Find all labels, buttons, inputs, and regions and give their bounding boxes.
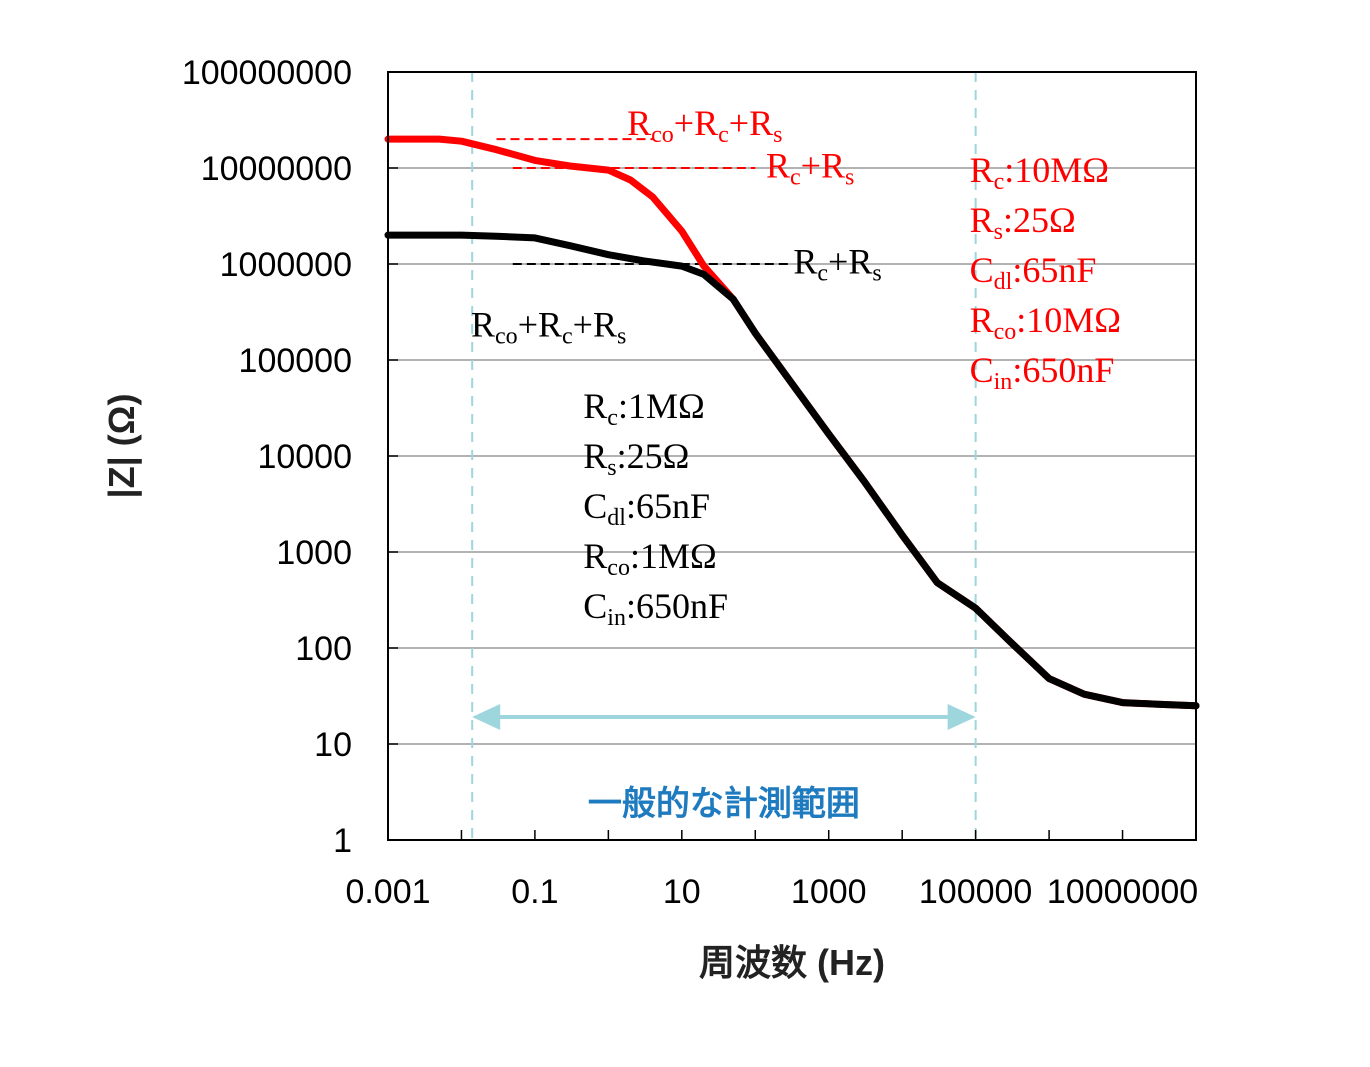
- text-part: R: [970, 200, 994, 240]
- text-part: R: [583, 386, 607, 426]
- text-part: :65nF: [626, 486, 710, 526]
- subscript: co: [495, 324, 518, 350]
- text-part: +R: [573, 305, 617, 345]
- x-tick-label: 1000: [791, 873, 867, 911]
- text-part: R: [970, 150, 994, 190]
- text-part: R: [793, 241, 817, 281]
- subscript: c: [718, 122, 729, 148]
- y-tick-label: 10: [314, 726, 352, 764]
- subscript: co: [994, 319, 1017, 345]
- subscript: in: [994, 369, 1013, 395]
- text-part: +R: [801, 145, 845, 185]
- text-part: R: [627, 103, 651, 143]
- parameter-line: Cdl:65nF: [970, 250, 1097, 295]
- y-tick-label: 1000: [276, 534, 352, 572]
- text-part: R: [970, 300, 994, 340]
- text-part: +R: [674, 103, 718, 143]
- text-part: :65nF: [1012, 250, 1096, 290]
- parameter-line: Cdl:65nF: [583, 486, 710, 531]
- subscript: in: [607, 605, 626, 631]
- range-arrow-head-right: [947, 704, 976, 730]
- y-tick-label: 100000: [239, 342, 352, 380]
- x-tick-label: 10000000: [1047, 873, 1198, 911]
- parameter-line: Cin:650nF: [970, 350, 1115, 395]
- x-tick-label: 10: [663, 873, 701, 911]
- y-tick-label: 100000000: [182, 54, 352, 92]
- series-layer: [384, 135, 1200, 710]
- text-part: C: [583, 586, 607, 626]
- text-part: C: [583, 486, 607, 526]
- subscript: co: [607, 555, 630, 581]
- measurement-range: 一般的な計測範囲: [471, 72, 977, 840]
- grid-layer: [388, 167, 1196, 745]
- parameter-line: Cin:650nF: [583, 586, 728, 631]
- y-tick-label: 10000000: [201, 150, 352, 188]
- parameter-line: Rs:25Ω: [583, 436, 689, 481]
- x-tick-label: 0.001: [345, 873, 430, 911]
- annotation-black-rco-rc-rs: Rco+Rc+Rs: [471, 305, 626, 350]
- subscript: dl: [607, 505, 626, 531]
- text-part: :1MΩ: [630, 536, 717, 576]
- parameter-line: Rco:1MΩ: [583, 536, 716, 581]
- annotation-red-rco-rc-rs: Rco+Rc+Rs: [627, 103, 782, 148]
- text-part: C: [970, 350, 994, 390]
- range-arrow-head-left: [472, 704, 501, 730]
- text-part: +R: [828, 241, 872, 281]
- y-tick-label: 100: [295, 630, 352, 668]
- subscript: c: [790, 164, 801, 190]
- text-part: R: [583, 536, 607, 576]
- x-axis-title: 周波数 (Hz): [699, 942, 885, 983]
- subscript: s: [617, 324, 626, 350]
- subscript: s: [773, 122, 782, 148]
- ticks: 1 10 100 1000 10000 100000 1000000 10000000 1000…: [182, 54, 1198, 911]
- annotations: Rco+Rc+RsRc+RsRc+RsRco+Rc+RsRc:10MΩRs:25…: [471, 103, 1121, 631]
- y-axis-title: |Z| (Ω): [101, 394, 143, 499]
- subscript: co: [651, 122, 674, 148]
- subscript: s: [994, 219, 1003, 245]
- parameter-line: Rs:25Ω: [970, 200, 1076, 245]
- text-part: :650nF: [626, 586, 728, 626]
- x-tick-label: 100000: [919, 873, 1032, 911]
- parameter-line: Rc:10MΩ: [970, 150, 1109, 195]
- x-tick-label: 0.1: [511, 873, 558, 911]
- subscript: dl: [994, 269, 1013, 295]
- y-tick-label: 1: [333, 822, 352, 860]
- text-part: R: [471, 305, 495, 345]
- text-part: R: [766, 145, 790, 185]
- subscript: c: [562, 324, 573, 350]
- subscript: c: [994, 169, 1005, 195]
- subscript: c: [607, 405, 618, 431]
- text-part: :25Ω: [1003, 200, 1076, 240]
- subscript: s: [607, 455, 616, 481]
- text-part: +R: [518, 305, 562, 345]
- series-line: [384, 231, 1200, 710]
- text-part: :10MΩ: [1004, 150, 1109, 190]
- annotation-red-rc-rs: Rc+Rs: [766, 145, 854, 190]
- parameter-line: Rco:10MΩ: [970, 300, 1121, 345]
- annotation-black-rc-rs: Rc+Rs: [793, 241, 881, 286]
- parameter-line: Rc:1MΩ: [583, 386, 704, 431]
- subscript: s: [872, 260, 881, 286]
- text-part: :1MΩ: [618, 386, 705, 426]
- text-part: :25Ω: [617, 436, 690, 476]
- reference-lines: [496, 138, 791, 265]
- text-part: R: [583, 436, 607, 476]
- subscript: c: [817, 260, 828, 286]
- text-part: :10MΩ: [1016, 300, 1121, 340]
- text-part: C: [970, 250, 994, 290]
- text-part: +R: [729, 103, 773, 143]
- y-tick-label: 1000000: [220, 246, 352, 284]
- measurement-range-label: 一般的な計測範囲: [588, 784, 860, 824]
- subscript: s: [845, 164, 854, 190]
- y-tick-label: 10000: [257, 438, 352, 476]
- text-part: :650nF: [1012, 350, 1114, 390]
